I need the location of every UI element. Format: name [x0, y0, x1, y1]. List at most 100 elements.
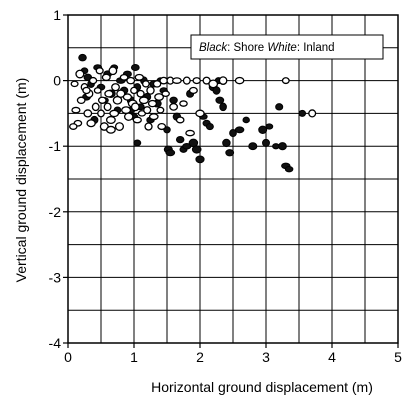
point-inland: [185, 129, 195, 137]
point-inland: [147, 99, 158, 108]
point-inland: [182, 76, 191, 85]
point-inland: [71, 106, 81, 114]
point-inland: [105, 115, 116, 125]
y-tick-label: -3: [49, 269, 62, 285]
point-inland: [144, 122, 153, 131]
point-inland: [105, 125, 116, 134]
point-inland: [175, 116, 185, 124]
legend-text: Black: Shore White: Inland: [199, 42, 335, 54]
point-shore: [242, 116, 250, 124]
y-axis-label: Vertical ground displacement (m): [13, 78, 29, 283]
point-inland: [130, 102, 140, 112]
point-inland: [88, 76, 98, 85]
point-inland: [76, 96, 86, 105]
point-inland: [308, 109, 317, 118]
legend-box: [190, 34, 384, 60]
x-tick-label: 5: [394, 349, 402, 365]
point-inland: [141, 80, 150, 88]
data-points: [69, 53, 317, 173]
point-shore: [133, 139, 142, 147]
point-inland: [97, 109, 105, 118]
point-inland: [138, 96, 149, 105]
point-shore: [130, 63, 140, 71]
point-inland: [192, 77, 201, 85]
point-inland: [103, 102, 112, 112]
point-inland: [108, 66, 118, 76]
point-inland: [70, 80, 79, 88]
point-inland: [121, 106, 132, 115]
point-shore: [225, 149, 235, 157]
point-inland: [83, 109, 93, 118]
point-inland: [143, 106, 152, 115]
legend-key-black: Black: [199, 42, 228, 54]
y-tick-label: 0: [53, 73, 61, 89]
point-inland: [86, 119, 96, 128]
point-inland: [208, 79, 219, 89]
point-shore: [169, 96, 178, 104]
point-inland: [218, 76, 228, 85]
y-tick-label: -4: [49, 335, 62, 351]
point-inland: [134, 73, 144, 81]
point-inland: [148, 113, 159, 121]
point-inland: [136, 89, 145, 98]
point-inland: [132, 116, 142, 124]
point-shore: [298, 109, 307, 117]
point-inland: [116, 89, 126, 98]
point-inland: [69, 123, 78, 130]
point-inland: [146, 86, 155, 95]
y-tick-label: 1: [53, 7, 61, 23]
point-shore: [219, 102, 227, 112]
point-shore: [205, 122, 214, 131]
point-shore: [284, 165, 294, 173]
point-inland: [97, 96, 107, 104]
x-tick-label: 2: [196, 349, 204, 365]
point-inland: [156, 106, 165, 114]
y-tick-label: -2: [49, 204, 62, 220]
point-inland: [179, 100, 188, 107]
point-inland: [234, 76, 245, 85]
point-inland: [130, 86, 138, 95]
point-inland: [82, 86, 91, 95]
point-inland: [111, 83, 120, 92]
point-shore: [78, 53, 87, 62]
point-inland: [93, 87, 102, 94]
point-shore: [262, 138, 270, 148]
x-tick-label: 1: [130, 349, 138, 365]
point-inland: [95, 67, 104, 75]
point-shore: [215, 96, 225, 104]
point-shore: [229, 129, 237, 138]
point-inland: [161, 90, 170, 98]
legend-label-inland: Inland: [303, 42, 334, 54]
point-inland: [91, 102, 100, 112]
point-shore: [175, 136, 185, 144]
legend: Black: Shore White: Inland: [190, 34, 384, 60]
point-inland: [126, 76, 136, 85]
point-inland: [171, 77, 182, 84]
point-inland: [157, 122, 167, 131]
point-shore: [191, 145, 202, 154]
axis-ticks: 0 1 2 3 4 5 -4 -3 -2 -1 0 1: [49, 7, 403, 365]
point-inland: [188, 86, 198, 95]
point-shore: [195, 155, 205, 164]
point-inland: [122, 93, 133, 101]
point-inland: [123, 112, 134, 121]
x-tick-label: 4: [328, 349, 336, 365]
y-tick-label: -1: [49, 138, 62, 154]
point-shore: [278, 142, 287, 151]
point-shore: [275, 103, 284, 111]
grid-lines: [67, 14, 399, 344]
point-inland: [114, 122, 124, 131]
point-shore: [234, 126, 245, 134]
x-tick-label: 0: [64, 349, 72, 365]
legend-label-shore: Shore: [234, 42, 265, 54]
point-inland: [195, 109, 205, 118]
legend-key-white: White: [267, 42, 296, 54]
x-axis-label: Horizontal ground displacement (m): [151, 379, 373, 395]
point-shore: [248, 142, 258, 151]
point-shore: [222, 138, 231, 148]
point-inland: [109, 109, 120, 118]
point-inland: [281, 77, 290, 85]
point-inland: [101, 73, 111, 82]
point-inland: [169, 102, 178, 111]
